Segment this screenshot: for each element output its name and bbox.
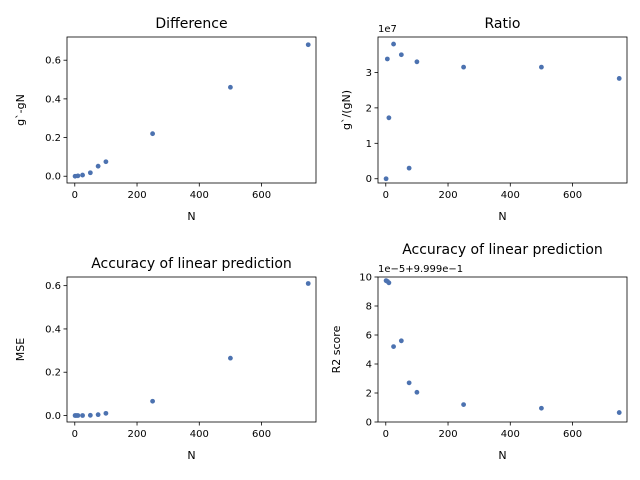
y-tick-label: 0 xyxy=(366,174,372,185)
data-point xyxy=(539,64,544,70)
plot-frame xyxy=(377,276,628,423)
x-tick-label: 600 xyxy=(252,429,271,440)
data-point xyxy=(414,59,420,65)
y-axis-label: MSE xyxy=(14,338,27,361)
x-tick-label: 0 xyxy=(383,429,389,440)
data-point xyxy=(383,176,389,182)
y-tick-label: 0.6 xyxy=(45,281,61,292)
data-point xyxy=(391,41,396,47)
chart-title: Accuracy of linear prediction xyxy=(91,256,292,272)
data-point xyxy=(87,412,93,418)
data-point xyxy=(75,173,81,179)
x-tick-label: 0 xyxy=(72,429,78,440)
data-point xyxy=(406,380,412,386)
x-tick-label: 0 xyxy=(72,190,78,201)
data-point xyxy=(461,64,466,70)
data-point xyxy=(616,410,622,415)
y-tick-label: 0.6 xyxy=(45,56,61,67)
data-point xyxy=(616,76,622,81)
data-point xyxy=(228,355,233,361)
data-point xyxy=(398,338,404,344)
x-tick-label: 600 xyxy=(563,190,582,201)
x-tick-label: 200 xyxy=(438,190,457,201)
chart-title: Ratio xyxy=(485,16,521,32)
y-tick-label: 3 xyxy=(366,68,372,79)
data-point xyxy=(406,165,412,171)
x-tick-label: 400 xyxy=(501,429,520,440)
data-point xyxy=(391,344,396,349)
y-tick-label: 0.2 xyxy=(45,368,61,379)
x-axis-label: N xyxy=(498,210,506,223)
data-point xyxy=(103,410,109,416)
x-tick-label: 200 xyxy=(438,429,457,440)
y-axis-label: R2 score xyxy=(330,325,343,373)
y-tick-label: 8 xyxy=(366,302,372,313)
x-tick-label: 200 xyxy=(127,429,146,440)
plot-frame xyxy=(66,36,317,184)
chart-title: Accuracy of linear prediction xyxy=(402,242,603,258)
x-axis-label: N xyxy=(498,449,506,462)
y-tick-label: 10 xyxy=(359,273,372,284)
x-tick-label: 0 xyxy=(383,190,389,201)
y-axis-label: g`/(gN) xyxy=(340,90,353,130)
data-point xyxy=(103,159,109,165)
y-offset-label: 1e−5+9.999e−1 xyxy=(378,264,463,275)
x-tick-label: 400 xyxy=(190,429,209,440)
data-point xyxy=(87,170,93,176)
y-offset-label: 1e7 xyxy=(378,24,397,35)
data-point xyxy=(305,42,311,48)
x-axis-label: N xyxy=(187,449,195,462)
subplot-2: Ratio 0 200 400 600 0 1 2 3 Ng`/(gN) 1e7 xyxy=(340,16,628,223)
data-point xyxy=(80,413,85,418)
y-tick-label: 0.0 xyxy=(45,172,61,183)
x-tick-label: 600 xyxy=(252,190,271,201)
data-point xyxy=(539,405,544,411)
y-tick-label: 4 xyxy=(366,360,372,371)
data-point xyxy=(461,402,466,407)
y-tick-label: 0.4 xyxy=(45,94,61,105)
plot-frame xyxy=(377,36,628,184)
data-point xyxy=(386,115,392,121)
y-tick-label: 1 xyxy=(366,139,372,150)
data-point xyxy=(150,398,155,404)
data-point xyxy=(228,84,233,90)
y-tick-label: 0 xyxy=(366,418,372,429)
data-point xyxy=(75,413,81,418)
subplot-1: Difference 0 200 400 600 0.0 0.2 0.4 0.6 Ng`-gN xyxy=(14,16,317,223)
y-tick-label: 0.4 xyxy=(45,324,61,335)
y-tick-label: 6 xyxy=(366,331,372,342)
y-tick-label: 0.0 xyxy=(45,411,61,422)
y-tick-label: 2 xyxy=(366,103,372,114)
subplot-4: Accuracy of linear prediction 0 200 400 600 0… xyxy=(330,242,628,462)
data-point xyxy=(386,280,392,286)
chart-title: Difference xyxy=(155,16,227,32)
x-tick-label: 600 xyxy=(563,429,582,440)
plot-frame xyxy=(66,276,317,423)
data-point xyxy=(95,163,101,169)
data-point xyxy=(305,281,311,286)
x-tick-label: 400 xyxy=(190,190,209,201)
x-axis-label: N xyxy=(187,210,195,223)
y-axis-label: g`-gN xyxy=(14,94,27,126)
x-tick-label: 200 xyxy=(127,190,146,201)
data-point xyxy=(398,52,404,58)
y-tick-label: 2 xyxy=(366,389,372,400)
data-point xyxy=(80,172,85,178)
y-tick-label: 0.2 xyxy=(45,133,61,144)
data-point xyxy=(384,56,390,62)
data-point xyxy=(414,389,420,395)
data-point xyxy=(150,131,155,137)
data-point xyxy=(95,412,101,418)
subplot-3: Accuracy of linear prediction 0 200 400 600 0… xyxy=(14,256,317,462)
x-tick-label: 400 xyxy=(501,190,520,201)
